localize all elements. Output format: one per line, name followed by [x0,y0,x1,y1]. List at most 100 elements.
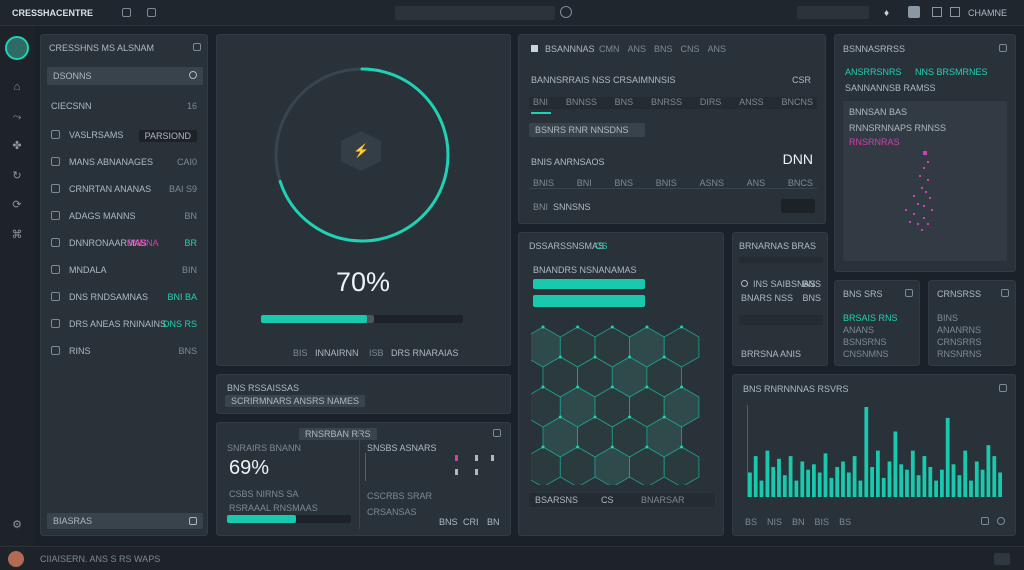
sync-icon[interactable]: ⟳ [12,199,22,211]
grid-icon[interactable] [932,7,942,17]
bars-title: BNS RNRNNNAS RSVRS [743,384,849,394]
notification-pill[interactable] [797,6,869,19]
chart-bar [823,453,828,497]
table-tab[interactable]: CNS [680,44,700,54]
bars-refresh-icon[interactable] [997,517,1005,525]
hex-node [541,325,545,329]
table-pagination[interactable] [781,199,815,213]
top-right-label[interactable]: CHAMNE [968,8,1008,18]
bar-chart [747,405,1002,497]
sidebar-header: CRESSHNS MS ALSNAM [49,43,155,53]
table-footer-col: BNIS [533,178,555,188]
puzzle-icon[interactable]: ✤ [12,140,22,152]
stat-right-value: CRI [463,517,479,527]
chart-bar [782,475,787,497]
scatter-row4: RNSRNRAS [849,137,900,147]
hex-title: DSSARSSNSMAS [529,241,605,251]
table-col: BNS [614,97,634,107]
share-icon[interactable]: ⤳ [12,111,22,123]
hex-node [541,445,545,449]
table-highlight-row[interactable]: BSNRS RNR NNSDNS [529,123,645,137]
hex-node [541,385,545,389]
chart-bar [934,480,938,497]
hex-grid [531,325,700,485]
search-input[interactable] [395,6,555,20]
chart-bar [957,475,962,497]
sidebar-item[interactable]: RINS BNS [41,343,207,359]
home-icon[interactable]: ⌂ [13,81,21,93]
bars-expand-icon[interactable] [999,384,1007,392]
stat-expand-icon[interactable] [493,429,501,437]
bars-axis-label: NIS [767,517,783,527]
bars-axis-label: BS [745,517,758,527]
table-col: BNCNS [781,97,813,107]
sidebar-options-icon[interactable] [193,43,201,51]
hex-node [576,385,580,389]
table-headline: BANNSRRAIS NSS CRSAIMNNSIS [531,75,676,85]
bars-axis-label: BN [792,517,805,527]
logo-icon[interactable] [5,36,29,60]
mini-a-item: CNSNMNS [843,349,889,359]
sidebar-item[interactable]: MNDALA BIN [41,262,207,278]
sidebar-item-label: DNNRONAARMAS [69,238,147,248]
avatar-icon[interactable] [908,6,920,18]
sidebar-footer[interactable]: BIASRAS [47,513,203,529]
chart-bar [812,464,816,497]
chart-bar [759,480,764,497]
chart-bar [945,417,950,497]
side-card-bar [739,257,823,263]
stat-right-row2: CRSANSAS [367,507,417,517]
chart-bar [753,456,758,497]
stat-right-value: BNS [439,517,458,527]
chat-icon[interactable] [950,7,960,17]
side-card: BRNARNAS BRAS INS SAIBSNAS BNS BNARS NSS… [732,232,828,366]
hex-node [680,325,684,329]
top-bar: CRESSHACENTRE ♦ CHAMNE [0,0,1024,26]
item-icon [51,319,60,328]
sidebar-item[interactable]: DRS ANEAS RNINAINS DNS RS [41,316,207,332]
table-tab[interactable]: CMN [599,44,620,54]
window-icon[interactable] [122,8,131,17]
sidebar-item[interactable]: CRNRTAN ANANAS BAI S9 [41,181,207,197]
gear-icon[interactable]: ⚙ [12,519,22,531]
hex-node [610,445,614,449]
sidebar-search[interactable]: DSONNS [47,67,203,85]
status-toggle-icon[interactable] [994,553,1010,565]
sidebar: CRESSHNS MS ALSNAM DSONNS CIECSNN 16 VAS… [40,34,208,536]
sidebar-item[interactable]: ADAGS MANNS BN [41,208,207,224]
sidebar-item[interactable]: MANS ABNANAGES CAI0 [41,154,207,170]
stat-tab[interactable]: RNSRBAN RRS [299,428,377,440]
bars-download-icon[interactable] [981,517,989,525]
menu-icon[interactable] [147,8,156,17]
table-tab[interactable]: BNS [654,44,673,54]
sidebar-search-icon [189,71,197,79]
table-metric-value: DNN [782,151,813,167]
stat-row1: CSBS NIRNS SA [229,489,299,499]
expand-icon [189,517,197,525]
user-avatar-icon[interactable] [8,551,24,567]
table-tab[interactable]: ANS [707,44,727,54]
scatter-plot [905,151,933,231]
hex-node [576,445,580,449]
app-title: CRESSHACENTRE [12,8,94,18]
scatter-expand-icon[interactable] [999,44,1007,52]
bell-icon[interactable]: ♦ [884,8,890,19]
status-bar: CIIAISERN. ANS S RS WAPS [0,546,1024,570]
table-tab[interactable]: ANS [627,44,647,54]
mini-b-title: CRNSRSS [937,289,982,299]
chart-bar [817,472,822,497]
settings-icon[interactable] [560,6,572,18]
sidebar-item[interactable]: VASLRSAMS PARSIOND [41,127,207,143]
refresh-icon[interactable]: ↻ [12,170,22,182]
sub-panel-button[interactable]: SCRIRMNARS ANSRS NAMES [225,395,366,407]
side-card-divider [739,315,823,325]
network-icon[interactable]: ⌘ [11,229,23,241]
stat-bar [227,515,351,523]
gauge-caption-a: BIS [293,348,308,358]
sidebar-item[interactable]: DNS RNDSAMNAS BNI BA [41,289,207,305]
sidebar-item[interactable]: DNNRONAARMAS BNRNA BR [41,235,207,251]
chart-bar [922,456,927,497]
mini-a-expand-icon[interactable] [905,289,913,297]
mini-b-expand-icon[interactable] [1001,289,1009,297]
hex-node [645,445,649,449]
